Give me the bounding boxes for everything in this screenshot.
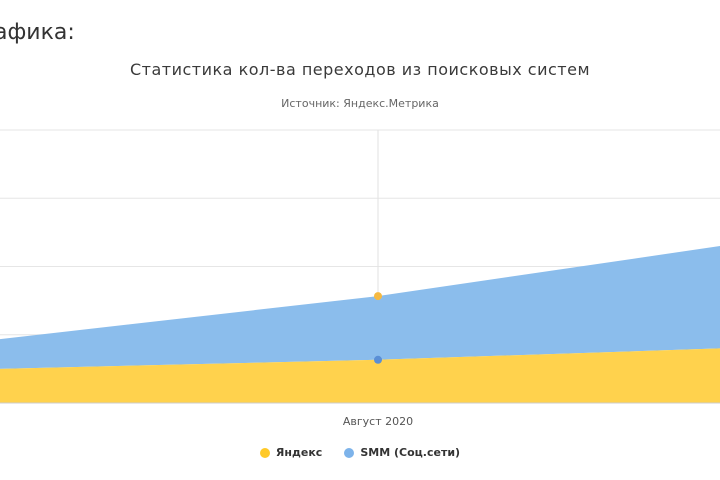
- legend-label-smm: SMM (Соц.сети): [360, 446, 461, 459]
- legend-marker-smm: [344, 447, 355, 458]
- area-series-smm: [0, 246, 720, 369]
- legend-item-smm[interactable]: SMM (Соц.сети): [344, 446, 460, 459]
- x-tick-label: Август 2020: [343, 415, 413, 428]
- chart-legend: Яндекс SMM (Соц.сети): [0, 446, 720, 459]
- legend-item-yandex[interactable]: Яндекс: [259, 446, 323, 459]
- legend-label-yandex: Яндекс: [275, 446, 323, 459]
- data-point-yandex: [374, 355, 382, 364]
- chart-title: Статистика кол-ва переходов из поисковых…: [129, 60, 591, 79]
- area-series-yandex: [0, 348, 720, 403]
- legend-marker-yandex: [259, 447, 270, 458]
- page-heading: афика:: [0, 20, 75, 45]
- data-point-smm: [374, 292, 382, 301]
- chart-subtitle: Источник: Яндекс.Метрика: [281, 97, 439, 110]
